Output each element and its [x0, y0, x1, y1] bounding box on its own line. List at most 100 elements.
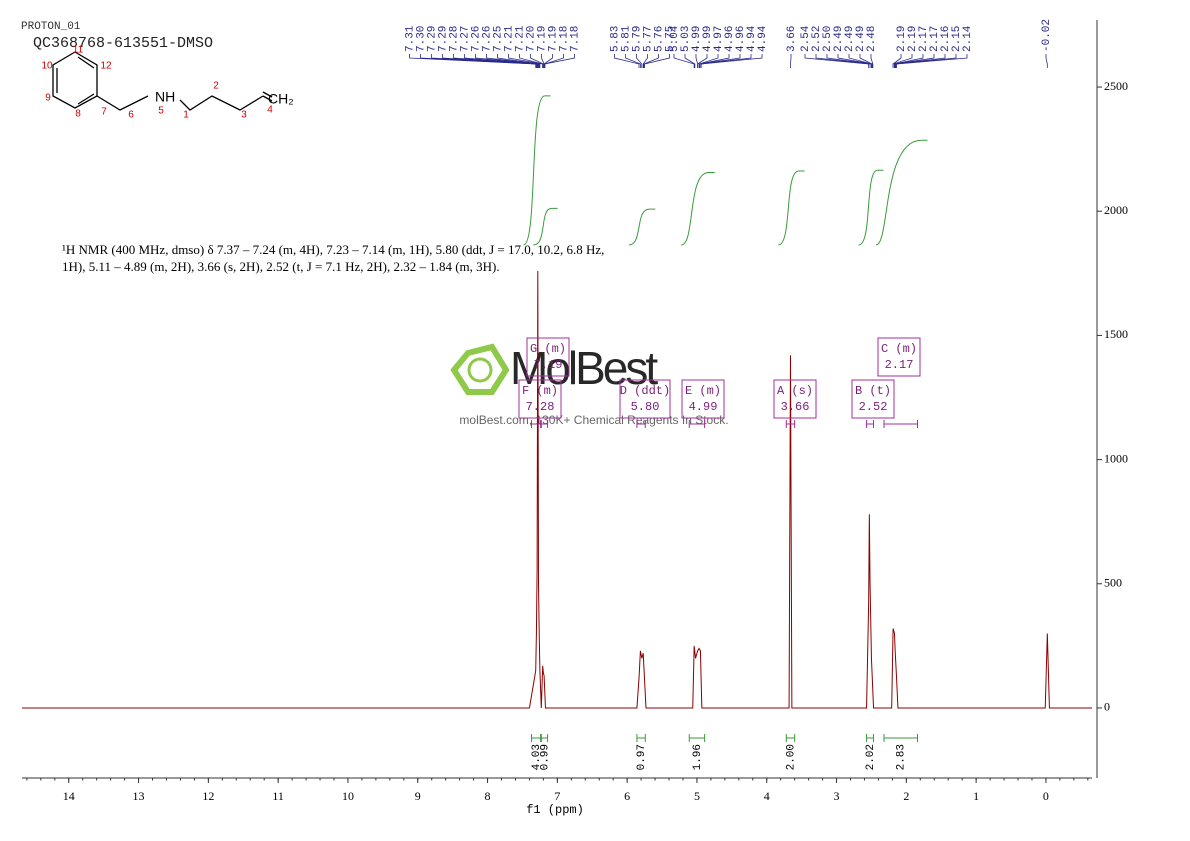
peak-label: 5.04 [669, 25, 681, 52]
peak-leader [453, 54, 539, 68]
multiplet-shift: 4.99 [689, 400, 718, 414]
integral-bracket [785, 734, 796, 742]
peak-label: 2.14 [962, 25, 974, 52]
y-tick-label: 2500 [1104, 79, 1128, 93]
peak-label: 3.66 [786, 26, 798, 52]
integral-curve [628, 208, 656, 246]
peak-leader [859, 54, 873, 68]
integral-bracket [688, 734, 706, 742]
integral-curve [681, 171, 715, 246]
peak-leader [625, 54, 641, 68]
chain [179, 95, 264, 111]
integral-curve [875, 139, 928, 246]
peak-leader [697, 54, 708, 68]
y-tick-label: 2000 [1104, 203, 1128, 217]
y-tick-label: 1500 [1104, 327, 1128, 341]
peak-leader [643, 54, 659, 68]
peak-label: 2.52 [811, 26, 823, 52]
multiplet-name: F (m) [522, 384, 558, 398]
peak-leader [497, 54, 541, 68]
y-tick-label: 1000 [1104, 451, 1128, 465]
bond [77, 93, 95, 105]
integral-label: 2.02 [865, 744, 877, 770]
peak-label: 7.21 [514, 25, 526, 52]
peak-leader [519, 54, 544, 68]
multiplet-name: C (m) [881, 342, 917, 356]
peak-label: 4.96 [735, 26, 747, 52]
peak-label: 2.17 [929, 26, 941, 52]
multiplet-shift: 2.17 [885, 358, 914, 372]
peak-leader [1045, 54, 1048, 68]
peak-label: 4.94 [746, 25, 758, 52]
peak-leader [644, 54, 670, 68]
peak-label: -0.02 [1041, 19, 1053, 52]
multiplet-name: B (t) [855, 384, 891, 398]
peak-leader [699, 54, 741, 68]
molecule [52, 51, 273, 111]
integral-label: 0.99 [539, 744, 551, 770]
integral-bracket [883, 734, 919, 742]
peak-label: 2.50 [822, 26, 834, 52]
x-tick-label: 13 [133, 789, 145, 803]
x-tick-label: 11 [272, 789, 284, 803]
multiplet-shift: 5.80 [631, 400, 660, 414]
peak-label: 5.81 [620, 25, 632, 52]
integral-label: 0.97 [636, 744, 648, 770]
multiplet-box [619, 379, 671, 419]
integral-label: 2.00 [785, 744, 797, 770]
peak-label: 7.19 [547, 26, 559, 52]
peak-label: 7.29 [437, 26, 449, 52]
atom-number: 9 [45, 93, 51, 104]
logo-icon [450, 343, 510, 395]
integral-label: 1.96 [692, 744, 704, 770]
peak-label: 2.54 [800, 25, 812, 52]
x-tick-label: 0 [1043, 789, 1049, 803]
peak-label: 4.99 [691, 26, 703, 52]
peak-leader [464, 54, 539, 68]
peak-leader [894, 54, 946, 68]
peak-label: 4.96 [724, 26, 736, 52]
chain [96, 95, 149, 111]
peak-leader [698, 54, 719, 68]
watermark [450, 343, 510, 395]
peak-label: 5.79 [631, 26, 643, 52]
x-tick-label: 1 [973, 789, 979, 803]
integral-bracket [540, 734, 549, 742]
peak-label: 4.97 [713, 26, 725, 52]
integral-bracket [531, 420, 542, 428]
x-tick-label: 6 [624, 789, 630, 803]
bond [77, 56, 95, 69]
peak-label: 5.77 [642, 26, 654, 52]
peak-leader [892, 54, 913, 68]
peak-label: 2.49 [833, 26, 845, 52]
peak-label: 2.17 [918, 26, 930, 52]
peak-leader [636, 54, 643, 68]
atom-number: 1 [183, 110, 189, 121]
x-tick-label: 5 [694, 789, 700, 803]
integral-curve [778, 170, 805, 246]
multiplet-shift: 7.28 [526, 400, 555, 414]
x-tick-label: 12 [202, 789, 214, 803]
integral-label: 2.83 [896, 744, 908, 770]
peak-label: 7.27 [459, 26, 471, 52]
peak-label: 7.31 [404, 25, 416, 52]
peak-label: 2.49 [844, 26, 856, 52]
multiplet-box [526, 337, 570, 377]
peak-label: 5.03 [680, 26, 692, 52]
peak-label: 2.16 [940, 26, 952, 52]
integral-bracket [785, 420, 796, 428]
peak-label: 7.30 [415, 26, 427, 52]
peak-leader [870, 54, 874, 68]
peak-leader [700, 54, 763, 68]
atom-number: 7 [101, 107, 107, 118]
integral-bracket [540, 420, 549, 428]
peak-label: 7.18 [558, 26, 570, 52]
x-tick-label: 14 [63, 789, 75, 803]
peak-label: 2.48 [866, 26, 878, 52]
peak-label: 2.19 [907, 26, 919, 52]
atom-label: CH₂ [268, 91, 294, 107]
bond [262, 91, 273, 98]
peak-leader [642, 54, 648, 68]
peak-label: 2.15 [951, 26, 963, 52]
